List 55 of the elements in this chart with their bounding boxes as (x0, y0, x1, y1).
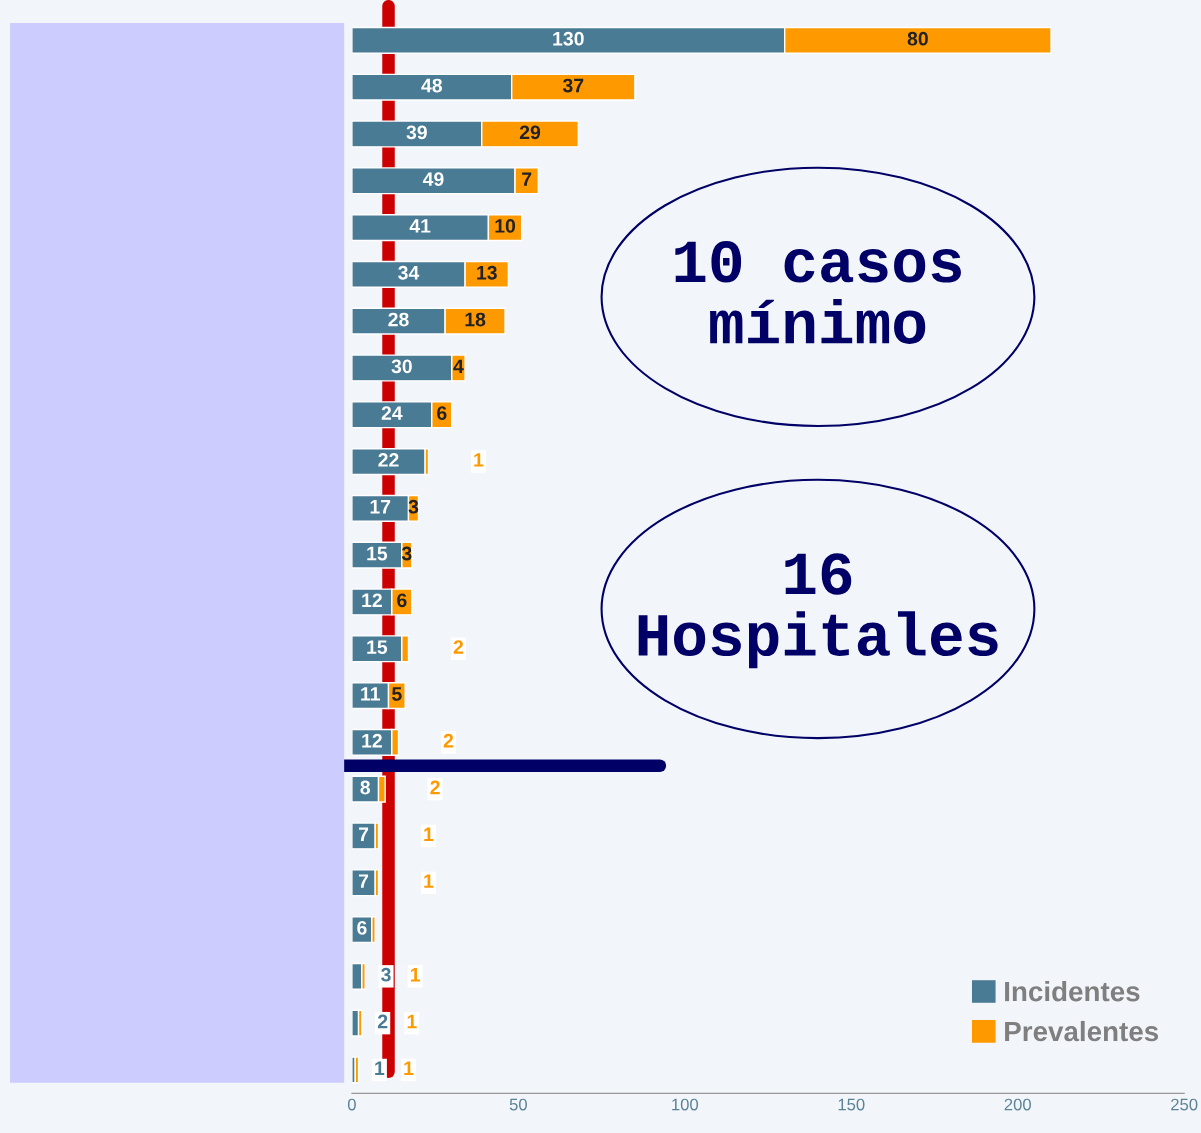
data-label: 6 (397, 593, 407, 608)
data-label: 18 (465, 312, 486, 327)
data-label: 39 (406, 125, 427, 140)
x-tick-label: 100 (672, 1098, 699, 1111)
data-label: 12 (362, 733, 382, 748)
data-label: 7 (358, 827, 369, 841)
bar (351, 448, 426, 476)
data-label: 1 (474, 453, 484, 467)
data-label: 22 (378, 453, 399, 467)
data-label: 13 (477, 265, 497, 280)
data-label: 2 (443, 733, 454, 748)
legend-label: Incidentes (1005, 980, 1140, 1002)
x-tick-label: 0 (347, 1098, 356, 1111)
data-label: 1 (424, 827, 434, 841)
data-label: 48 (421, 78, 443, 93)
data-label: 30 (391, 359, 412, 374)
annotation: 10 casos mínimo (675, 241, 961, 344)
data-label: 1 (424, 874, 434, 888)
data-label: 2 (377, 1014, 388, 1029)
data-label: 10 (495, 219, 516, 233)
data-label: 5 (392, 687, 402, 701)
data-label: 37 (562, 78, 584, 93)
data-label: 11 (361, 687, 380, 701)
data-label: 17 (370, 500, 391, 514)
data-label: 2 (453, 640, 464, 654)
x-tick-label: 200 (1004, 1098, 1031, 1111)
data-label: 28 (388, 312, 409, 327)
data-label: 1 (410, 968, 421, 982)
data-label: 80 (907, 31, 928, 46)
x-tick-label: 150 (838, 1098, 865, 1111)
data-label: 41 (409, 219, 431, 233)
data-label: 130 (553, 31, 584, 46)
data-label: 2 (430, 780, 440, 795)
data-label: 4 (453, 359, 464, 374)
data-label: 1 (404, 1061, 414, 1075)
annotation: 16 Hospitales (638, 553, 998, 669)
data-label: 12 (362, 593, 382, 607)
data-label: 6 (437, 406, 447, 420)
legend-label: Prevalentes (1005, 1020, 1159, 1042)
data-label: 1 (407, 1014, 417, 1029)
data-label: 7 (522, 172, 532, 186)
data-label: 7 (358, 874, 369, 888)
bar (351, 822, 376, 850)
data-label: 15 (367, 546, 388, 561)
data-label: 1 (375, 1061, 385, 1075)
data-label: 49 (422, 172, 444, 187)
data-label: 3 (381, 967, 391, 982)
data-label: 24 (381, 406, 403, 420)
x-tick-label: 50 (509, 1098, 527, 1111)
data-label: 6 (357, 921, 367, 935)
data-label: 29 (519, 125, 541, 140)
data-label: 34 (398, 265, 420, 280)
data-label: 15 (367, 640, 388, 654)
x-tick-label: 250 (1171, 1098, 1198, 1111)
data-label: 8 (360, 780, 371, 795)
